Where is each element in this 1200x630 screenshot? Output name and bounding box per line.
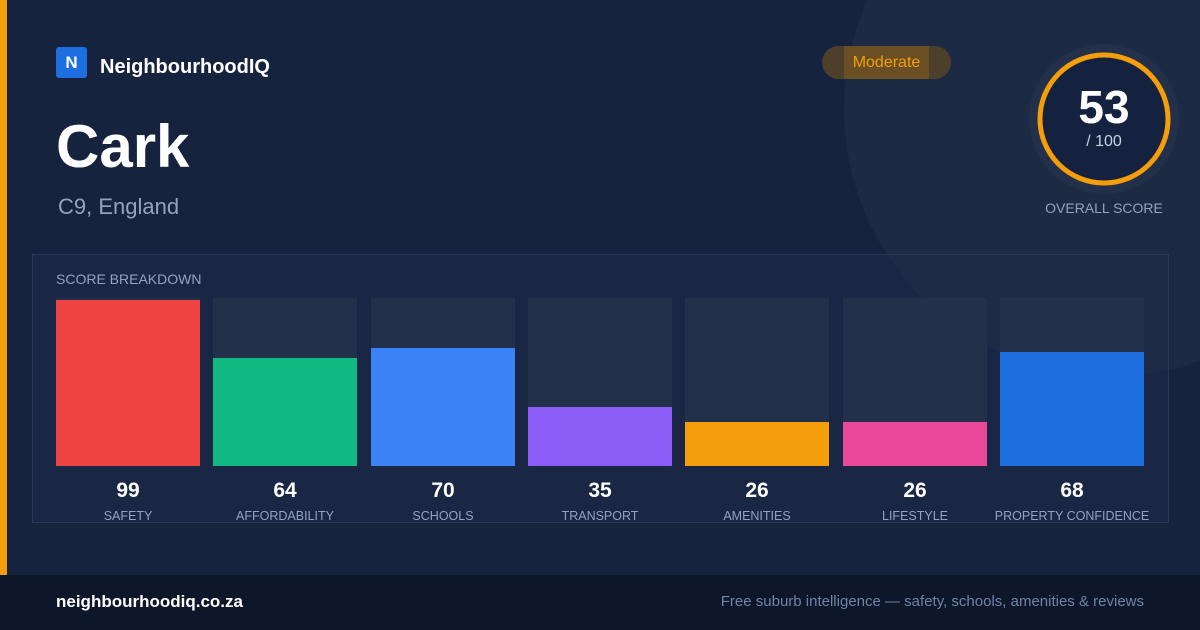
metric-bar-track	[528, 298, 672, 466]
metric-value: 99	[116, 479, 140, 502]
footer-tagline: Free suburb intelligence — safety, schoo…	[720, 593, 1144, 610]
metric-lifestyle: 26 LIFESTYLE	[843, 298, 987, 528]
metric-bar-fill	[685, 422, 829, 466]
metric-bar-track	[843, 298, 987, 466]
metric-value: 26	[745, 479, 769, 502]
metric-value: 70	[431, 479, 455, 502]
metric-label: TRANSPORT	[561, 509, 639, 523]
metric-safety: 99 SAFETY	[56, 298, 200, 528]
suburb-name: Cark	[56, 113, 190, 180]
metric-bar-fill	[528, 407, 672, 466]
score-breakdown-title: SCORE BREAKDOWN	[56, 271, 202, 287]
score-breakdown-bars: 99 SAFETY 64 AFFORDABILITY 70 SCHOOLS 35 TRANSP…	[56, 298, 1149, 528]
metric-affordability: 64 AFFORDABILITY	[213, 298, 357, 528]
metric-label: LIFESTYLE	[882, 509, 948, 523]
metric-value: 68	[1060, 479, 1084, 502]
metric-bar-track	[685, 298, 829, 466]
accent-bar	[0, 0, 7, 575]
overall-score-caption: OVERALL SCORE	[1045, 200, 1163, 216]
metric-bar-fill	[371, 348, 515, 466]
metric-bar-fill	[56, 300, 200, 466]
metric-label: SCHOOLS	[412, 509, 474, 523]
overall-score-ring	[1029, 44, 1179, 194]
metric-value: 64	[273, 479, 297, 502]
rating-badge: Moderate	[822, 46, 951, 79]
metric-amenities: 26 AMENITIES	[685, 298, 829, 528]
score-ring-stroke	[1037, 52, 1171, 186]
metric-bar-track	[1000, 298, 1144, 466]
metric-bar-track	[371, 298, 515, 466]
metric-label: PROPERTY CONFIDENCE	[994, 509, 1150, 523]
suburb-location: C9, England	[58, 194, 180, 219]
metric-label: AMENITIES	[723, 509, 791, 523]
metric-bar-track	[56, 298, 200, 466]
metric-schools: 70 SCHOOLS	[371, 298, 515, 528]
overall-score-value: 53	[1078, 81, 1130, 133]
metric-bar-fill	[843, 422, 987, 466]
footer	[0, 575, 1200, 630]
metric-bar-fill	[213, 358, 357, 466]
metric-transport: 35 TRANSPORT	[528, 298, 672, 528]
metric-bar-track	[213, 298, 357, 466]
metric-value: 26	[903, 479, 927, 502]
brand-logo-icon: N	[56, 47, 87, 78]
brand-name: NeighbourhoodIQ	[100, 56, 270, 78]
metric-bar-fill	[1000, 352, 1144, 466]
metric-value: 35	[588, 479, 612, 502]
metric-label: AFFORDABILITY	[236, 509, 334, 523]
rating-badge-label: Moderate	[844, 46, 929, 79]
footer-domain-link[interactable]: neighbourhoodiq.co.za	[56, 592, 243, 611]
metric-property-confidence: 68 PROPERTY CONFIDENCE	[995, 298, 1149, 528]
brand[interactable]: N NeighbourhoodIQ	[56, 46, 270, 79]
metric-label: SAFETY	[103, 509, 153, 523]
overall-score-max: / 100	[1086, 133, 1122, 150]
